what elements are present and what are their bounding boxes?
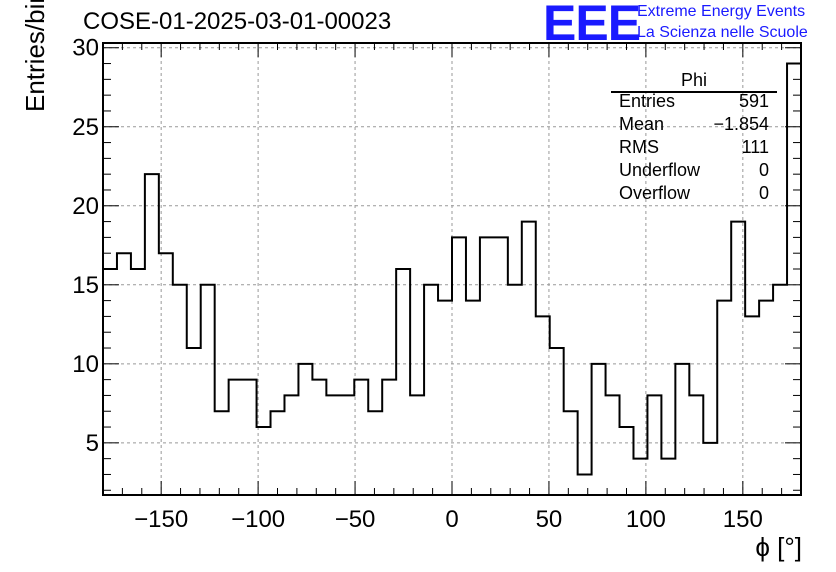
histogram-bin: [173, 285, 187, 495]
histogram-bin: [382, 380, 396, 495]
histogram-bin: [326, 395, 340, 495]
histogram-bin: [522, 222, 536, 495]
stats-row-mean: Mean −1.854: [611, 113, 777, 136]
histogram-bin: [257, 427, 271, 495]
histogram-bin: [103, 269, 117, 495]
histogram-bin: [145, 174, 159, 495]
histogram-bin: [675, 364, 689, 495]
histogram-bin: [703, 443, 717, 495]
histogram-bin: [159, 253, 173, 495]
y-tick-label: 15: [72, 272, 99, 299]
histogram-bin: [117, 253, 131, 495]
histogram-bin: [647, 395, 661, 495]
y-tick-label: 5: [86, 430, 99, 457]
histogram-bin: [424, 285, 438, 495]
stats-box: Phi Entries 591 Mean −1.854 RMS 111 Underfl…: [611, 70, 777, 205]
stats-value: 111: [741, 137, 769, 157]
x-tick-label: 100: [626, 506, 666, 533]
stats-title: Phi: [680, 70, 707, 90]
histogram-bin: [620, 427, 634, 495]
histogram-bin: [592, 364, 606, 495]
histogram-bin: [550, 348, 564, 495]
x-tick-label: −150: [134, 506, 188, 533]
stats-label: RMS: [619, 137, 659, 157]
stats-label: Mean: [619, 114, 665, 134]
histogram-bin: [187, 348, 201, 495]
stats-row-rms: RMS 111: [611, 136, 777, 159]
histogram-bin: [787, 64, 801, 495]
histogram-bin: [438, 301, 452, 495]
stats-value: 0: [758, 183, 769, 203]
histogram-bin: [312, 380, 326, 495]
histogram-bin: [508, 285, 522, 495]
x-tick-label: 150: [723, 506, 763, 533]
histogram-bin: [480, 237, 494, 495]
y-tick-label: 25: [72, 114, 99, 141]
histogram-bin: [131, 269, 145, 495]
stats-value: 0: [758, 160, 769, 180]
histogram-bin: [578, 474, 592, 495]
histogram-bin: [284, 395, 298, 495]
stats-label: Entries: [619, 91, 676, 111]
x-axis-label: ϕ [°]: [755, 532, 802, 562]
stats-row-underflow: Underflow 0: [611, 159, 777, 182]
histogram-bin: [271, 411, 285, 495]
histogram-bin: [466, 301, 480, 495]
axis-ticks: [103, 43, 801, 495]
histogram-bin: [354, 380, 368, 495]
stats-divider: [611, 91, 777, 93]
stats-row-overflow: Overflow 0: [611, 182, 777, 205]
histogram-outline: [103, 62, 801, 476]
x-tick-label: 50: [536, 506, 563, 533]
histogram-bin: [201, 285, 215, 495]
histogram-bin: [689, 395, 703, 495]
histogram-bin: [298, 364, 312, 495]
y-tick-label: 30: [72, 35, 99, 62]
histogram-bin: [340, 395, 354, 495]
stats-value: −1.854: [713, 114, 769, 134]
x-tick-label: −50: [335, 506, 376, 533]
y-tick-label: 20: [72, 193, 99, 220]
stats-value: 591: [738, 91, 769, 111]
histogram-bin: [452, 237, 466, 495]
histogram-bin: [410, 395, 424, 495]
histogram-bin: [633, 459, 647, 495]
logo-subtitle-1: Extreme Energy Events: [637, 3, 806, 20]
histogram-bin: [215, 411, 229, 495]
eee-logo: EEE: [543, 0, 641, 51]
y-tick-label: 10: [72, 351, 99, 378]
histogram-bin: [243, 380, 257, 495]
y-axis-label: Entries/bin: [20, 0, 50, 112]
logo-subtitle-2: La Scienza nelle Scuole: [637, 24, 808, 41]
stats-row-entries: Entries 591: [611, 90, 777, 113]
histogram-bin: [229, 380, 243, 495]
histogram-bin: [717, 301, 731, 495]
histogram-bin: [731, 222, 745, 495]
histogram-bin: [396, 269, 410, 495]
histogram-bin: [759, 301, 773, 495]
histogram-bin: [494, 237, 508, 495]
stats-label: Underflow: [619, 160, 701, 180]
x-tick-label: −100: [231, 506, 285, 533]
histogram-bin: [745, 316, 759, 495]
stats-label: Overflow: [619, 183, 691, 203]
histogram-bin: [536, 316, 550, 495]
histogram-bin: [606, 395, 620, 495]
histogram-bin: [564, 411, 578, 495]
histogram-bars: [103, 62, 801, 495]
histogram-bin: [773, 285, 787, 495]
histogram-bin: [368, 411, 382, 495]
x-tick-label: 0: [445, 506, 458, 533]
tick-labels: −150 −100 −50 0 50 100 150 5 10 15 20 25 30: [72, 35, 763, 533]
chart-title: COSE-01-2025-03-01-00023: [83, 8, 392, 35]
histogram-bin: [661, 459, 675, 495]
